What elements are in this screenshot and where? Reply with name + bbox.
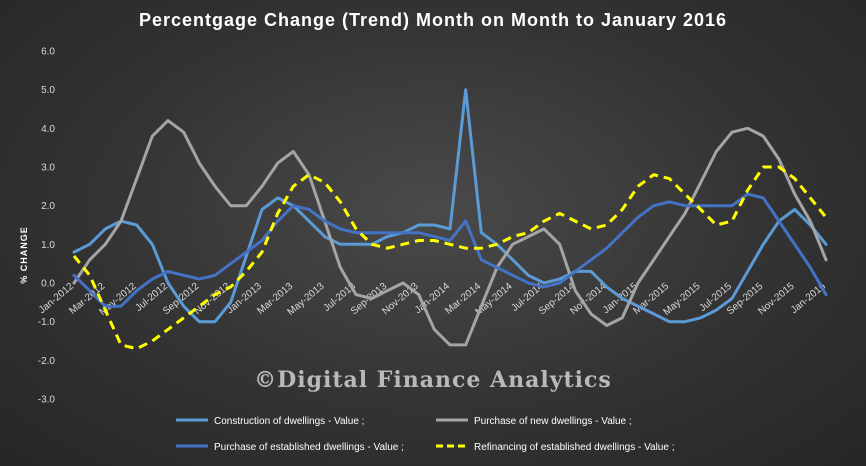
y-tick-label: 5.0 — [41, 85, 55, 96]
y-tick-label: 2.0 — [41, 201, 55, 212]
y-tick-label: 4.0 — [41, 124, 55, 135]
legend-label: Purchase of established dwellings - Valu… — [214, 442, 404, 453]
y-tick-label: -3.0 — [38, 395, 56, 406]
y-tick-label: 1.0 — [41, 240, 55, 251]
y-axis-label: % CHANGE — [19, 226, 29, 284]
series-line-3 — [72, 192, 828, 308]
chart-title: Percentgage Change (Trend) Month on Mont… — [138, 10, 728, 30]
legend: Construction of dwellings - Value ; Purch… — [176, 416, 675, 453]
y-tick-label: 6.0 — [41, 47, 55, 58]
y-tick-label: 0.0 — [41, 279, 55, 290]
y-tick-label: -1.0 — [38, 317, 56, 328]
series-line-1 — [72, 88, 828, 324]
watermark: ©Digital Finance Analytics — [254, 367, 612, 393]
series-line-4 — [72, 165, 828, 351]
y-tick-label: 3.0 — [41, 163, 55, 174]
legend-label: Construction of dwellings - Value ; — [214, 416, 364, 427]
series-line-2 — [72, 119, 828, 347]
y-tick-label: -2.0 — [38, 356, 56, 367]
legend-label: Refinancing of established dwellings - V… — [474, 442, 675, 453]
legend-label: Purchase of new dwellings - Value ; — [474, 416, 632, 427]
